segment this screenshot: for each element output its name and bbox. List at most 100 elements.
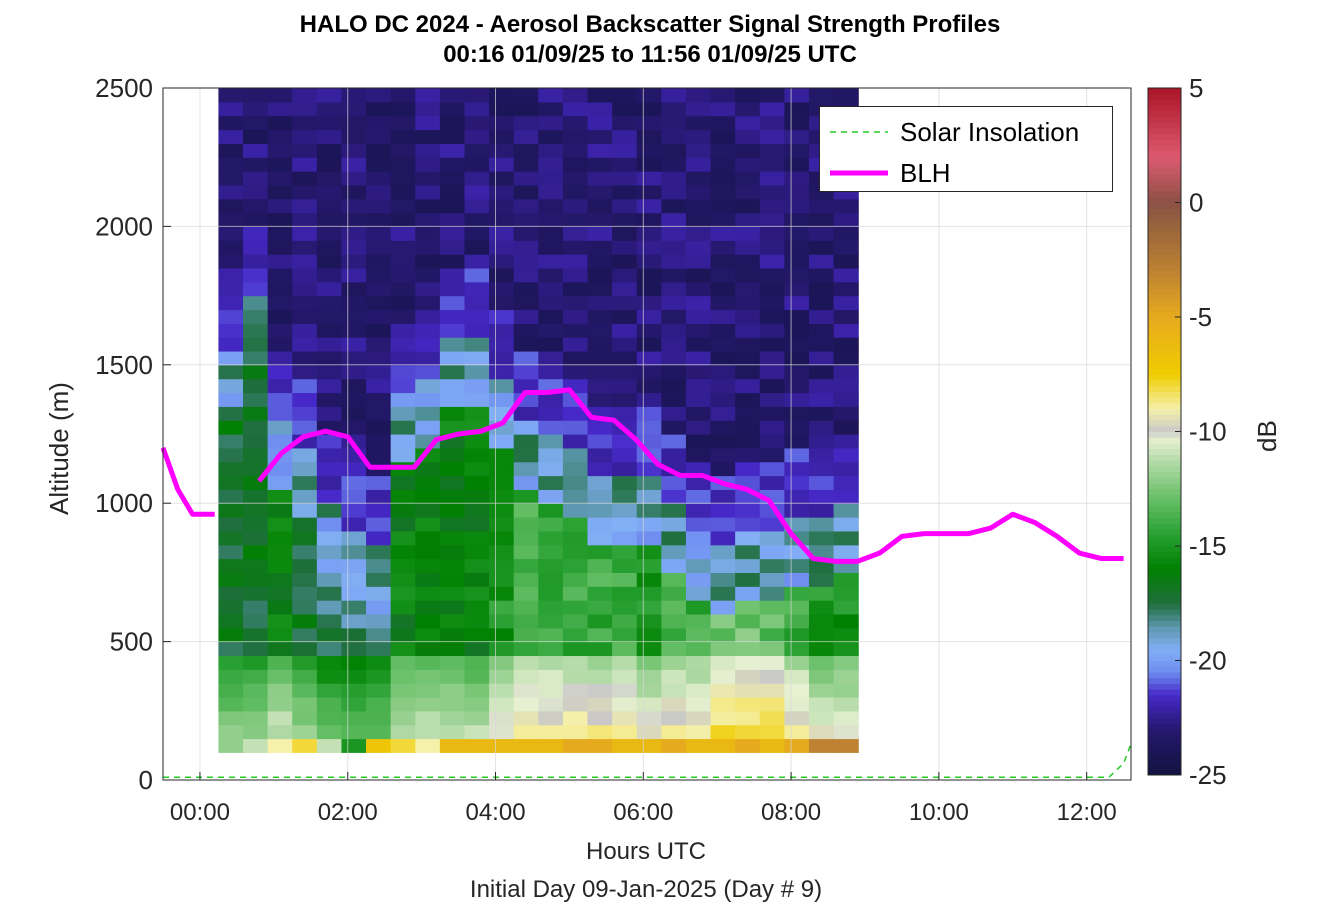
heatmap-cell	[366, 198, 392, 214]
heatmap-cell	[710, 558, 736, 573]
heatmap-cell	[759, 627, 785, 643]
heatmap-cell	[464, 461, 490, 477]
heatmap-cell	[366, 503, 392, 518]
heatmap-cell	[267, 226, 293, 241]
heatmap-cell	[612, 475, 638, 490]
heatmap-cell	[538, 461, 564, 477]
colorbar-segment	[1148, 746, 1181, 753]
heatmap-cell	[464, 586, 490, 601]
heatmap-cell	[439, 378, 466, 394]
heatmap-cell	[808, 309, 835, 324]
heatmap-cell	[587, 461, 613, 477]
heatmap-cell	[735, 101, 761, 117]
colorbar-segment	[1148, 242, 1181, 249]
heatmap-cell	[636, 101, 662, 117]
colorbar-segment	[1148, 265, 1181, 272]
heatmap-cell	[341, 613, 367, 629]
heatmap-cell	[735, 641, 761, 657]
heatmap-cell	[808, 613, 835, 629]
heatmap-cell	[735, 254, 761, 269]
heatmap-cell	[390, 171, 416, 186]
heatmap-cell	[661, 572, 687, 587]
heatmap-cell	[218, 115, 244, 131]
heatmap-cell	[292, 558, 318, 573]
legend-item-solar: Solar Insolation	[820, 112, 1079, 152]
heatmap-cell	[464, 710, 490, 726]
heatmap-cell	[538, 627, 564, 643]
heatmap-cell	[759, 364, 785, 380]
colorbar-segment	[1148, 185, 1181, 192]
colorbar-segment	[1148, 408, 1181, 415]
heatmap-cell	[661, 683, 687, 698]
heatmap-cell	[784, 267, 810, 283]
heatmap-cell	[390, 323, 416, 338]
heatmap-cell	[562, 724, 589, 740]
heatmap-cell	[538, 143, 564, 158]
colorbar-segment	[1148, 133, 1181, 141]
heatmap-cell	[562, 350, 589, 366]
heatmap-cell	[833, 683, 859, 698]
heatmap-cell	[808, 586, 835, 601]
heatmap-cell	[759, 129, 785, 144]
heatmap-cell	[612, 281, 638, 297]
heatmap-cell	[538, 420, 564, 435]
heatmap-cell	[661, 655, 687, 670]
heatmap-cell	[390, 378, 416, 394]
heatmap-cell	[612, 129, 638, 144]
heatmap-cell	[292, 281, 318, 297]
heatmap-cell	[636, 517, 662, 532]
heatmap-cell	[341, 517, 367, 532]
heatmap-cell	[685, 198, 712, 214]
heatmap-cell	[489, 115, 515, 131]
colorbar-segment	[1148, 654, 1181, 661]
heatmap-cell	[538, 613, 564, 629]
heatmap-cell	[685, 544, 712, 560]
heatmap-cell	[833, 475, 859, 490]
heatmap-cell	[267, 212, 293, 227]
heatmap-cell	[833, 254, 859, 269]
heatmap-cell	[292, 447, 318, 463]
heatmap-cell	[415, 738, 441, 753]
heatmap-cell	[489, 696, 515, 712]
heatmap-cell	[685, 378, 712, 394]
heatmap-cell	[341, 683, 367, 698]
heatmap-cell	[464, 489, 490, 504]
heatmap-cell	[833, 641, 859, 657]
heatmap-cell	[636, 350, 662, 366]
heatmap-cell	[587, 489, 613, 504]
heatmap	[218, 88, 859, 753]
heatmap-cell	[415, 226, 441, 241]
heatmap-cell	[464, 129, 490, 144]
heatmap-cell	[710, 88, 736, 103]
heatmap-cell	[587, 434, 613, 449]
heatmap-cell	[587, 240, 613, 255]
colorbar-segment	[1148, 540, 1181, 547]
heatmap-cell	[562, 281, 589, 297]
heatmap-cell	[833, 503, 859, 518]
heatmap-cell	[513, 530, 539, 546]
heatmap-cell	[735, 350, 761, 366]
heatmap-cell	[415, 101, 441, 117]
colorbar-segment	[1148, 608, 1181, 616]
heatmap-cell	[341, 295, 367, 311]
heatmap-cell	[439, 240, 466, 255]
colorbar-segment	[1148, 294, 1181, 301]
heatmap-cell	[661, 281, 687, 297]
heatmap-cell	[292, 489, 318, 504]
heatmap-cell	[562, 710, 589, 726]
legend-label-solar: Solar Insolation	[900, 116, 1080, 147]
heatmap-cell	[636, 184, 662, 200]
colorbar-segment	[1148, 431, 1181, 438]
colorbar-segment	[1148, 757, 1181, 765]
colorbar-tick-label: -25	[1189, 760, 1227, 790]
heatmap-cell	[489, 530, 515, 546]
heatmap-cell	[759, 378, 785, 394]
heatmap-cell	[587, 710, 613, 726]
heatmap-cell	[464, 392, 490, 407]
heatmap-cell	[513, 447, 539, 463]
heatmap-cell	[415, 323, 441, 338]
heatmap-cell	[513, 129, 539, 144]
heatmap-cell	[267, 710, 293, 726]
heatmap-cell	[267, 143, 293, 158]
heatmap-cell	[292, 157, 318, 172]
